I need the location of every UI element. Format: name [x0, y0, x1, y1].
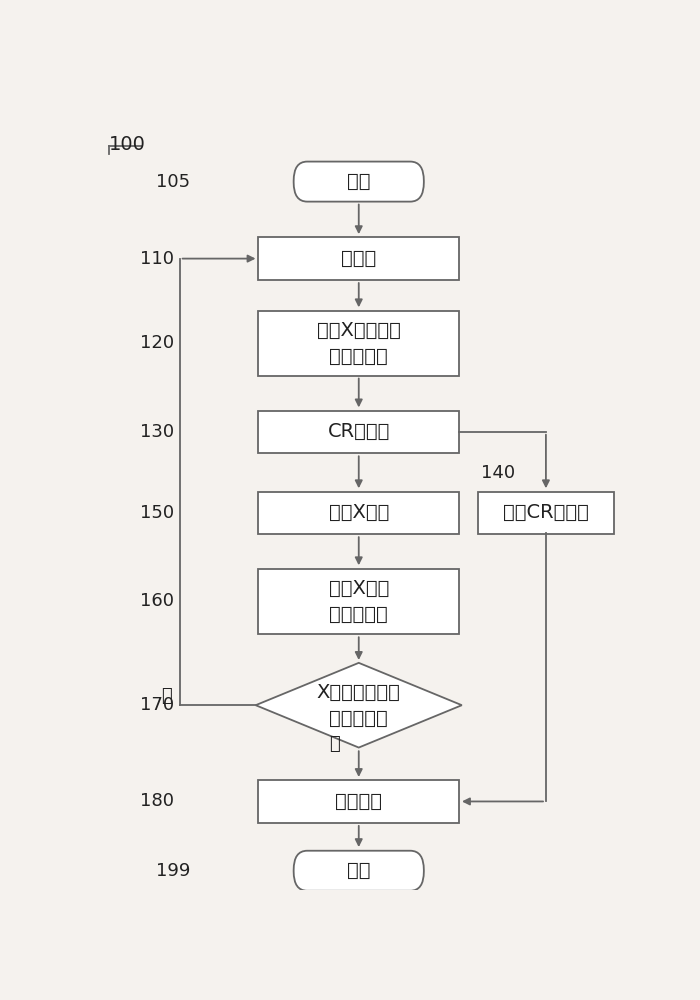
Text: 100: 100	[109, 135, 146, 154]
Text: 199: 199	[156, 862, 190, 880]
FancyBboxPatch shape	[258, 780, 459, 823]
Text: 160: 160	[140, 592, 174, 610]
Text: 170: 170	[140, 696, 174, 714]
Text: 利用X射线照射
被拍摄对象: 利用X射线照射 被拍摄对象	[317, 321, 400, 366]
FancyBboxPatch shape	[258, 492, 459, 534]
Text: CR板成像: CR板成像	[328, 422, 390, 441]
Text: 150: 150	[140, 504, 174, 522]
FancyBboxPatch shape	[478, 492, 614, 534]
FancyBboxPatch shape	[258, 237, 459, 280]
Text: 初始化: 初始化	[341, 249, 377, 268]
Text: 读取CR板影像: 读取CR板影像	[503, 503, 589, 522]
Text: 是: 是	[329, 735, 340, 753]
Text: X射线图像质量
满足要求？: X射线图像质量 满足要求？	[317, 682, 400, 728]
Text: 开始: 开始	[347, 172, 370, 191]
Text: 105: 105	[156, 173, 190, 191]
Text: 120: 120	[140, 334, 174, 352]
Text: 130: 130	[140, 423, 174, 441]
Text: 否: 否	[161, 687, 172, 705]
Polygon shape	[256, 663, 462, 748]
Text: 数字X射线
探测器成像: 数字X射线 探测器成像	[328, 578, 389, 624]
FancyBboxPatch shape	[294, 851, 424, 891]
Text: 110: 110	[140, 250, 174, 268]
FancyBboxPatch shape	[258, 411, 459, 453]
FancyBboxPatch shape	[258, 569, 459, 634]
FancyBboxPatch shape	[258, 311, 459, 376]
Text: 结束: 结束	[347, 861, 370, 880]
Text: 过滤X射线: 过滤X射线	[328, 503, 389, 522]
Text: 180: 180	[140, 792, 174, 810]
FancyBboxPatch shape	[294, 162, 424, 202]
Text: 图像处理: 图像处理	[335, 792, 382, 811]
Text: 140: 140	[481, 464, 515, 482]
